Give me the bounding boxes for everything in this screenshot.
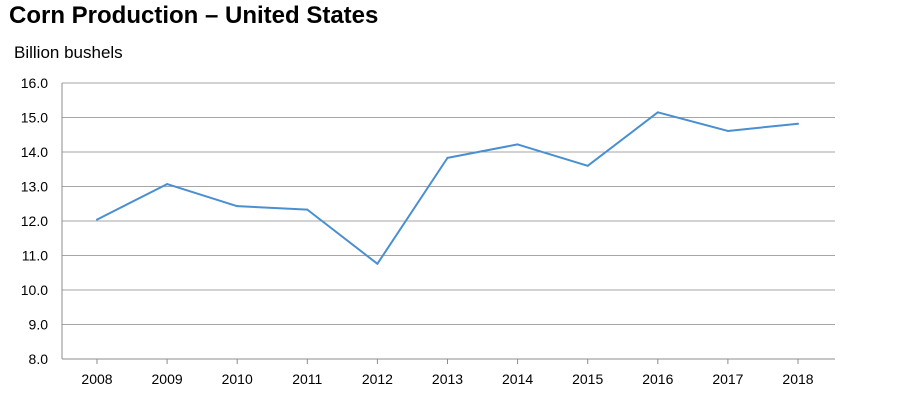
y-tick-label: 14.0 [21, 144, 48, 160]
y-tick-label: 12.0 [21, 213, 48, 229]
data-point [96, 218, 98, 221]
y-tick-label: 15.0 [21, 110, 48, 126]
data-point [586, 164, 589, 167]
x-tick-label: 2010 [222, 371, 253, 387]
y-tick-label: 8.0 [29, 351, 49, 367]
data-point [166, 183, 169, 186]
x-tick-label: 2008 [81, 371, 112, 387]
y-tick-label: 9.0 [29, 317, 49, 333]
x-tick-label: 2018 [782, 371, 813, 387]
x-tick-label: 2009 [152, 371, 183, 387]
x-tick-labels: 2008 2009 2010 2011 2012 2013 2014 2015 2016 2017… [81, 371, 813, 387]
data-point [726, 129, 729, 132]
y-axis-label: Billion bushels [14, 43, 123, 62]
data-point [656, 111, 659, 114]
x-axis [61, 83, 835, 364]
data-point [797, 122, 799, 125]
x-tick-label: 2013 [432, 371, 463, 387]
x-tick-label: 2017 [712, 371, 743, 387]
data-point [306, 208, 309, 211]
y-tick-labels: 8.0 9.0 10.0 11.0 12.0 13.0 14.0 15.0 16.0 [21, 75, 48, 367]
data-point [376, 262, 379, 265]
x-tick-label: 2012 [362, 371, 393, 387]
data-point [236, 205, 239, 208]
y-tick-label: 13.0 [21, 179, 48, 195]
chart-title: Corn Production – United States [9, 2, 379, 29]
grid-lines [62, 82, 835, 325]
data-point [516, 143, 519, 146]
x-tick-label: 2015 [572, 371, 603, 387]
y-tick-label: 16.0 [21, 75, 48, 91]
y-tick-label: 11.0 [22, 248, 48, 264]
y-tick-label: 10.0 [21, 282, 48, 298]
x-tick-label: 2011 [292, 371, 322, 387]
data-point [446, 156, 449, 159]
x-tick-label: 2016 [642, 371, 673, 387]
data-series [96, 111, 799, 265]
series-line [96, 111, 799, 265]
x-tick-label: 2014 [502, 371, 533, 387]
